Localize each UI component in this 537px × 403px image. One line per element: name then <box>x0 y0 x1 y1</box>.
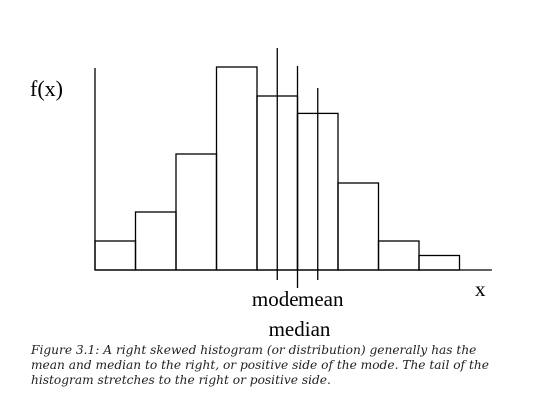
mean-label: mean <box>298 287 344 311</box>
median-label: median <box>269 317 331 340</box>
histogram-bar <box>94 240 137 271</box>
marker-lines <box>276 48 319 288</box>
mode-label: mode <box>252 287 299 311</box>
histogram-bar <box>134 211 177 271</box>
axes <box>94 68 492 271</box>
histogram-bar <box>418 254 461 271</box>
histogram-bar <box>377 240 420 271</box>
histogram-bar <box>175 153 218 271</box>
y-axis-label: f(x) <box>30 76 63 101</box>
figure-caption: Figure 3.1: A right skewed histogram (or… <box>31 343 489 387</box>
histogram-bar <box>337 182 380 271</box>
histogram-chart: f(x) x mode mean median <box>30 48 492 340</box>
histogram-bar <box>215 66 258 271</box>
x-axis-label: x <box>475 277 486 301</box>
